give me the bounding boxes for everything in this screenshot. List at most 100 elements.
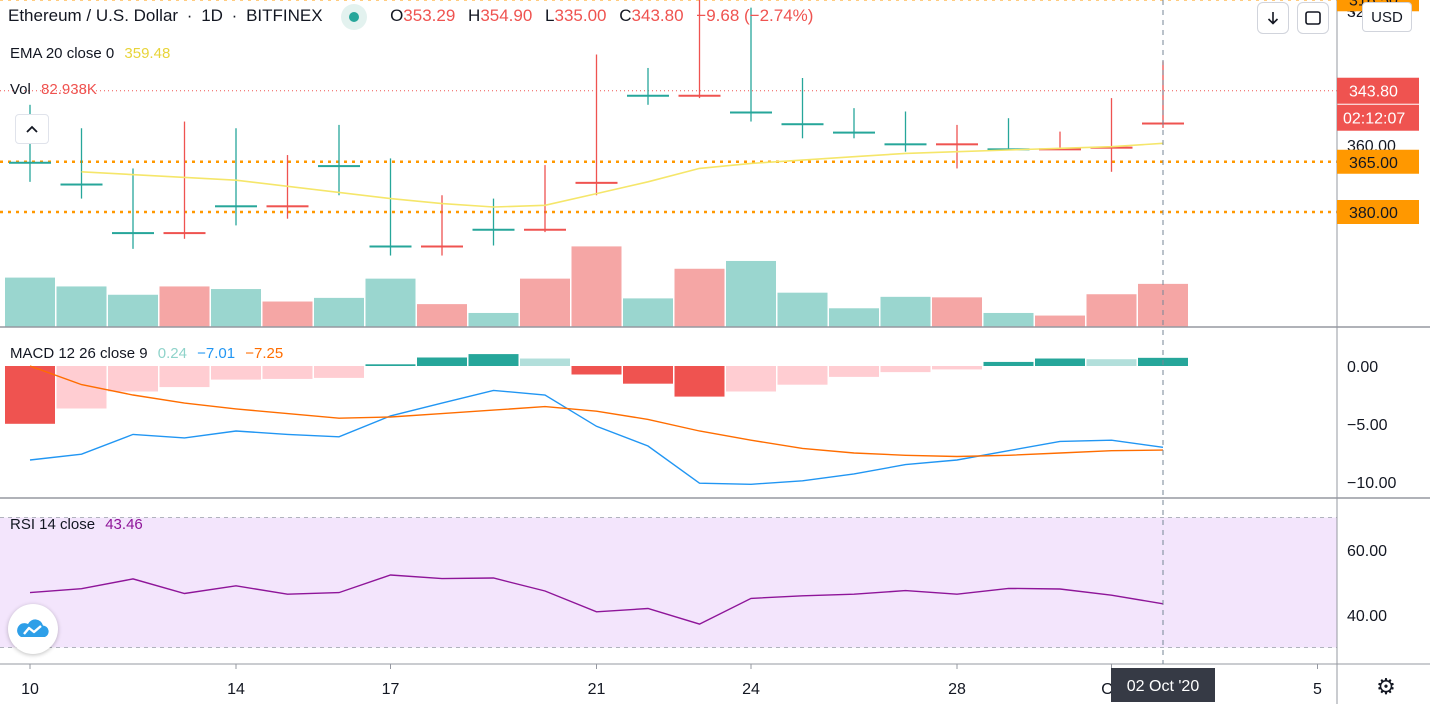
cloud-logo-icon xyxy=(17,619,49,637)
rsi-pane xyxy=(29,574,1164,625)
volume-bar xyxy=(417,304,467,327)
volume-bar xyxy=(5,277,55,327)
macd-histogram-bar xyxy=(880,366,931,373)
candle-body xyxy=(60,183,103,186)
horizontal-levels xyxy=(0,0,1337,214)
candle-body xyxy=(472,228,515,231)
time-tick-label: 17 xyxy=(382,681,400,698)
collapse-legend-button[interactable] xyxy=(15,114,49,144)
volume-bar xyxy=(674,268,725,327)
candle-body xyxy=(575,181,618,184)
macd-histogram-bar xyxy=(262,366,313,379)
symbol-legend: Ethereum / U.S. Dollar · 1D · BITFINEX O… xyxy=(8,4,813,30)
volume-bar xyxy=(983,312,1034,327)
volume-bar xyxy=(571,246,622,327)
candle-body xyxy=(781,123,824,126)
countdown-label-bg xyxy=(1337,104,1419,131)
volume-bar xyxy=(56,286,107,327)
macd-histogram-bar xyxy=(571,366,622,375)
macd-histogram-bar xyxy=(674,366,725,397)
volume-bar xyxy=(520,278,570,327)
candle-body xyxy=(421,245,463,248)
candle-body xyxy=(627,94,669,97)
ema20-line xyxy=(81,142,1164,208)
candle-body xyxy=(730,111,772,114)
symbol-name[interactable]: Ethereum / U.S. Dollar xyxy=(8,6,179,26)
macd-value: −7.01 xyxy=(197,345,236,362)
macd-tick-label: −10.00 xyxy=(1347,475,1396,492)
market-status-icon[interactable] xyxy=(341,4,368,30)
macd-histogram-bar xyxy=(983,361,1034,366)
volume-value: 82.938K xyxy=(41,81,97,98)
macd-pane xyxy=(5,354,1188,486)
volume-bar xyxy=(1035,315,1085,327)
volume-bar xyxy=(777,292,828,327)
macd-histogram-bar xyxy=(1086,359,1137,366)
level-380-label: 380.00 xyxy=(1349,205,1398,222)
macd-histogram-bar xyxy=(726,366,776,392)
countdown-label: 02:12:07 xyxy=(1343,111,1405,128)
rsi-value: 43.46 xyxy=(105,516,143,533)
candle-body xyxy=(833,131,875,134)
price-change: −9.68 (−2.74%) xyxy=(696,6,814,26)
macd-hist-value: 0.24 xyxy=(157,345,187,362)
level-365-label-bg xyxy=(1337,149,1419,174)
rsi-legend[interactable]: RSI 14 close 43.46 xyxy=(10,516,149,533)
candle-body xyxy=(936,143,978,146)
macd-legend[interactable]: MACD 12 26 close 9 0.24 −7.01 −7.25 xyxy=(10,345,289,362)
macd-histogram-bar xyxy=(623,366,673,384)
level-365-label: 365.00 xyxy=(1349,155,1398,172)
macd-tick-label: −5.00 xyxy=(1347,417,1388,434)
rsi-tick-label: 40.00 xyxy=(1347,608,1387,625)
last-price-label: 343.80 xyxy=(1349,84,1398,101)
crosshair-date-bg xyxy=(1111,668,1215,702)
currency-button[interactable]: USD xyxy=(1362,2,1412,32)
time-tick-label: 24 xyxy=(742,681,760,698)
candle-body xyxy=(112,232,154,235)
ohlc-open-label: O xyxy=(390,6,404,26)
tradingview-logo[interactable] xyxy=(8,604,58,654)
macd-histogram-bar xyxy=(5,366,55,424)
price-axis-labels: 4360.00320.000.00−5.00−10.0060.0040.0038… xyxy=(1337,0,1419,625)
volume-bar xyxy=(932,297,982,327)
macd-histogram-bar xyxy=(417,357,467,366)
candle-body xyxy=(215,205,257,208)
level-380-label-bg xyxy=(1337,200,1419,224)
macd-histogram-bar xyxy=(314,366,364,378)
rsi-band xyxy=(0,517,1337,648)
ema-value: 359.48 xyxy=(124,45,171,62)
crosshair-date-label: 02 Oct '20 xyxy=(1127,678,1200,695)
ohlc-close-label: C xyxy=(619,6,632,26)
macd-histogram-bar xyxy=(932,366,982,370)
settings-gear-icon[interactable]: ⚙ xyxy=(1376,674,1396,699)
macd-label: MACD 12 26 close 9 xyxy=(10,345,148,362)
macd-histogram-bar xyxy=(777,366,828,385)
fullscreen-button[interactable] xyxy=(1297,2,1329,34)
candle-body xyxy=(678,94,721,97)
volume-bar xyxy=(108,294,158,327)
interval[interactable]: 1D xyxy=(201,6,223,26)
candle-body xyxy=(1039,148,1081,151)
arrow-down-icon xyxy=(1267,12,1279,25)
time-tick-label: 28 xyxy=(948,681,966,698)
candle-body xyxy=(318,165,360,168)
ohlc-low-label: L xyxy=(545,6,555,26)
volume-bar xyxy=(159,286,210,327)
exchange: BITFINEX xyxy=(246,6,323,26)
separator: · xyxy=(186,6,193,26)
macd-histogram-bar xyxy=(520,358,570,366)
rsi-line xyxy=(29,574,1164,625)
macd-histogram-bar xyxy=(211,366,261,380)
ema-legend[interactable]: EMA 20 close 0 359.48 xyxy=(10,45,176,62)
macd-signal-line xyxy=(29,365,1164,458)
scroll-to-latest-button[interactable] xyxy=(1257,2,1289,34)
candle-body xyxy=(163,232,206,235)
chevron-up-icon xyxy=(26,125,38,133)
fullscreen-icon xyxy=(1305,11,1321,25)
rsi-tick-label: 60.00 xyxy=(1347,543,1387,560)
volume-legend[interactable]: Vol 82.938K xyxy=(10,81,103,98)
candle-body xyxy=(524,228,566,231)
ohlc-high-label: H xyxy=(468,6,481,26)
